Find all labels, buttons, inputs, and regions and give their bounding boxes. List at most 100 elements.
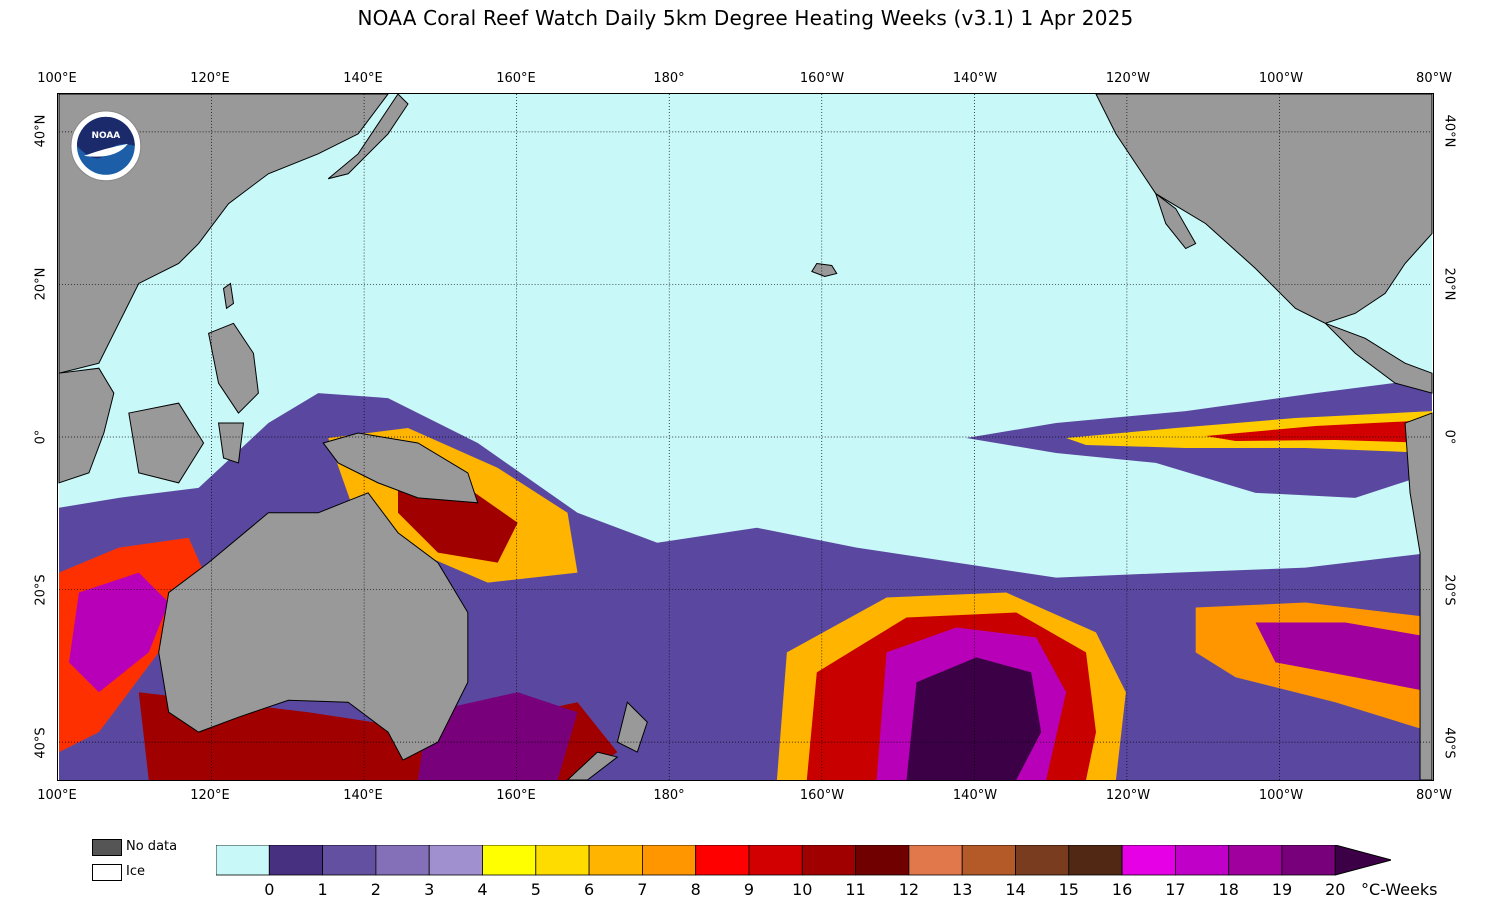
west-aus-extreme bbox=[68, 572, 169, 693]
colorbar-unit: °C-Weeks bbox=[1361, 880, 1438, 899]
colorbar-segment bbox=[268, 845, 323, 876]
lat-left-3: 20°S bbox=[33, 574, 49, 606]
japan bbox=[327, 94, 409, 180]
dhw-map: NOAA bbox=[57, 93, 1434, 781]
lon-top-6: 140°W bbox=[952, 71, 998, 86]
no-data-label: No data bbox=[126, 839, 178, 854]
colorbar-segment bbox=[855, 845, 910, 876]
colorbar-segment bbox=[428, 845, 483, 876]
colorbar-tick-label: 3 bbox=[424, 880, 435, 899]
colorbar-segment bbox=[801, 845, 856, 876]
lon-bot-7: 120°W bbox=[1105, 788, 1151, 803]
lat-right-2: 0° bbox=[1441, 429, 1457, 445]
colorbar-tick-label: 4 bbox=[477, 880, 488, 899]
colorbar-segment bbox=[1121, 845, 1176, 876]
lat-right-0: 40°N bbox=[1441, 114, 1457, 148]
colorbar-tick-label: 13 bbox=[952, 880, 973, 899]
colorbar-tick-label: 11 bbox=[845, 880, 866, 899]
colorbar-tick-label: 6 bbox=[584, 880, 595, 899]
baja-california bbox=[1154, 192, 1197, 250]
no-data-swatch bbox=[92, 839, 122, 856]
colorbar-segment bbox=[748, 845, 803, 876]
equatorial-east-warm bbox=[1066, 411, 1432, 453]
lon-top-9: 80°W bbox=[1416, 71, 1452, 86]
colorbar-segment bbox=[1068, 845, 1123, 876]
new-guinea bbox=[322, 432, 479, 504]
central-america bbox=[1324, 322, 1433, 394]
lon-bot-3: 160°E bbox=[496, 788, 536, 803]
lat-left-2: 0° bbox=[33, 429, 49, 445]
colorbar-tick-label: 8 bbox=[690, 880, 701, 899]
lon-top-0: 100°E bbox=[37, 71, 77, 86]
noaa-logo-icon: NOAA bbox=[70, 110, 142, 182]
lon-bot-4: 180° bbox=[653, 788, 685, 803]
colorbar-segment bbox=[588, 845, 643, 876]
colorbar-tick-label: 19 bbox=[1271, 880, 1293, 899]
borneo bbox=[128, 402, 205, 484]
colorbar-segment bbox=[1281, 845, 1336, 876]
south-pacific-core bbox=[906, 657, 1042, 780]
se-pacific-extreme bbox=[1255, 622, 1432, 693]
colorbar-tick-label: 12 bbox=[898, 880, 920, 899]
colorbar-tick-label: 1 bbox=[317, 880, 328, 899]
colorbar-segment bbox=[535, 845, 590, 876]
colorbar-segment bbox=[695, 845, 750, 876]
lon-bot-6: 140°W bbox=[952, 788, 998, 803]
graticule bbox=[59, 94, 1432, 780]
land-layer bbox=[58, 94, 1433, 780]
colorbar-segment bbox=[1175, 845, 1230, 876]
colorbar-tick-label: 10 bbox=[792, 880, 813, 899]
lon-bot-5: 160°W bbox=[799, 788, 845, 803]
colorbar-segment bbox=[961, 845, 1016, 876]
lon-top-2: 140°E bbox=[343, 71, 383, 86]
lon-top-3: 160°E bbox=[496, 71, 536, 86]
colorbar-segment bbox=[482, 845, 537, 876]
lat-left-4: 40°S bbox=[33, 727, 49, 759]
colorbar-segment bbox=[322, 845, 377, 876]
logo-text: NOAA bbox=[91, 131, 120, 141]
colorbar-segment bbox=[1228, 845, 1283, 876]
colorbar-tick-label: 16 bbox=[1111, 880, 1133, 899]
colorbar-segment bbox=[375, 845, 430, 876]
sulawesi bbox=[217, 422, 245, 464]
lat-right-3: 20°S bbox=[1441, 574, 1457, 606]
map-title: NOAA Coral Reef Watch Daily 5km Degree H… bbox=[357, 6, 1134, 30]
lon-top-7: 120°W bbox=[1105, 71, 1151, 86]
lon-top-8: 100°W bbox=[1258, 71, 1304, 86]
asia-landmass bbox=[58, 94, 389, 374]
taiwan bbox=[222, 282, 235, 310]
lat-left-1: 20°N bbox=[33, 267, 49, 301]
new-zealand-north bbox=[616, 701, 648, 753]
colorbar-tick-label: 14 bbox=[1005, 880, 1026, 899]
lon-bot-0: 100°E bbox=[37, 788, 77, 803]
new-zealand-south bbox=[566, 751, 619, 780]
colorbar-tick-label: 7 bbox=[637, 880, 648, 899]
colorbar-tick-label: 0 bbox=[264, 880, 275, 899]
colorbar-tick-label: 9 bbox=[743, 880, 755, 899]
colorbar-tick-label: 2 bbox=[370, 880, 381, 899]
lon-bot-2: 140°E bbox=[343, 788, 383, 803]
colorbar-tick-label: 15 bbox=[1058, 880, 1079, 899]
lon-bot-9: 80°W bbox=[1416, 788, 1452, 803]
colorbar-tick-label: 17 bbox=[1165, 880, 1186, 899]
colorbar-tick-label: 18 bbox=[1218, 880, 1239, 899]
hawaii bbox=[811, 262, 838, 277]
indochina bbox=[58, 367, 115, 484]
colorbar-extend-arrow bbox=[1334, 845, 1391, 876]
tasman-extreme bbox=[417, 692, 578, 780]
colorbar-segment bbox=[1015, 845, 1070, 876]
lon-bot-1: 120°E bbox=[190, 788, 230, 803]
colorbar bbox=[216, 845, 1391, 876]
australia bbox=[158, 492, 469, 761]
philippines bbox=[207, 322, 259, 414]
lon-top-5: 160°W bbox=[799, 71, 845, 86]
lat-right-4: 40°S bbox=[1441, 727, 1457, 759]
lon-top-4: 180° bbox=[653, 71, 685, 86]
ice-label: Ice bbox=[126, 864, 145, 879]
ice-swatch bbox=[92, 864, 122, 881]
lon-top-1: 120°E bbox=[190, 71, 230, 86]
colorbar-tick-label: 5 bbox=[530, 880, 541, 899]
colorbar-segment bbox=[641, 845, 697, 876]
colorbar-tick-label: 20 bbox=[1325, 880, 1346, 899]
lat-left-0: 40°N bbox=[33, 114, 49, 148]
